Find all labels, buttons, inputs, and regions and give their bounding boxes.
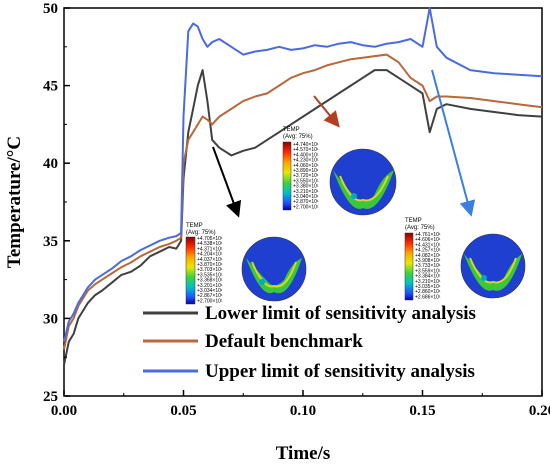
inset-colorbar-value: +3.535×10¹ — [197, 272, 223, 278]
inset-colorbar-value: +4.371×10¹ — [197, 246, 223, 252]
inset-colorbar-value: +3.733×10¹ — [415, 263, 441, 269]
inset-colorbar-value: +3.035×10¹ — [415, 284, 441, 290]
inset-colorbar-value: +3.384×10¹ — [415, 274, 441, 280]
inset-default-benchmark: TEMP (Avg: 75%) +4.740×10¹+4.570×10¹+4.4… — [282, 127, 397, 216]
svg-text:(Avg: 75%): (Avg: 75%) — [405, 225, 435, 231]
inset-colorbar-value: +3.201×10¹ — [197, 283, 223, 289]
series-line-1 — [63, 53, 543, 350]
inset-colorbar-value: +3.559×10¹ — [415, 268, 441, 274]
inset-lower-limit: TEMP (Avg: 75%) +4.705×10¹+4.538×10¹+4.3… — [185, 223, 307, 305]
inset-colorbar-value: +2.860×10¹ — [415, 289, 441, 295]
inset-lower-colorbar — [185, 236, 196, 305]
y-tick-label: 35 — [43, 234, 58, 250]
inset-colorbar-value: +3.034×10¹ — [197, 288, 223, 294]
inset-colorbar-value: +3.380×10¹ — [293, 184, 319, 190]
inset-colorbar-value: +2.686×10¹ — [415, 294, 441, 300]
legend-label-2: Upper limit of sensitivity analysis — [205, 361, 475, 382]
inset-colorbar-value: +3.210×10¹ — [293, 189, 319, 195]
inset-colorbar-value: +3.210×10¹ — [415, 279, 441, 285]
y-tick-label: 45 — [43, 79, 58, 95]
svg-text:(Avg: 75%): (Avg: 75%) — [186, 230, 216, 236]
inset-colorbar-value: +2.700×10¹ — [197, 298, 223, 304]
inset-colorbar-value: +4.570×10¹ — [293, 147, 319, 153]
y-tick-label: 50 — [43, 1, 58, 17]
legend-label-0: Lower limit of sensitivity analysis — [205, 303, 476, 324]
inset-colorbar-value: +3.908×10¹ — [415, 258, 441, 264]
inset-upper-contour-disc — [460, 233, 526, 299]
inset-colorbar-value: +4.705×10¹ — [197, 236, 223, 242]
inset-colorbar-value: +4.400×10¹ — [293, 152, 319, 158]
inset-colorbar-value: +4.037×10¹ — [197, 257, 223, 263]
arrow-upper-limit — [431, 69, 476, 217]
svg-text:TEMP: TEMP — [283, 127, 300, 133]
y-axis-title: Temperature/°C — [4, 136, 25, 268]
svg-text:TEMP: TEMP — [186, 223, 203, 229]
y-tick-label: 25 — [43, 389, 58, 405]
x-tick-label: 0.00 — [51, 403, 77, 419]
x-tick-label: 0.05 — [170, 403, 196, 419]
inset-colorbar-value: +4.606×10¹ — [415, 237, 441, 243]
x-tick-label: 0.20 — [529, 403, 550, 419]
series-line-0 — [63, 69, 543, 366]
x-tick-label: 0.15 — [409, 403, 435, 419]
tick-layer: 0.00 0.05 0.10 0.15 0.20 25 30 35 40 45 50 — [43, 1, 550, 419]
x-tick-label: 0.10 — [290, 403, 316, 419]
inset-colorbar-value: +3.890×10¹ — [293, 168, 319, 174]
inset-colorbar-value: +4.204×10¹ — [197, 252, 223, 258]
inset-colorbar-value: +4.431×10¹ — [415, 242, 441, 248]
inset-colorbar-value: +3.550×10¹ — [293, 178, 319, 184]
series-line-2 — [63, 7, 543, 342]
inset-colorbar-value: +2.867×10¹ — [197, 293, 223, 299]
inset-default-colorbar — [282, 141, 292, 211]
inset-colorbar-value: +4.761×10¹ — [415, 232, 441, 238]
inset-colorbar-value: +3.703×10¹ — [197, 267, 223, 273]
inset-default-contour-disc — [329, 148, 397, 216]
y-tick-label: 30 — [43, 311, 58, 327]
inset-colorbar-value: +4.257×10¹ — [415, 248, 441, 254]
legend-label-1: Default benchmark — [205, 331, 363, 352]
inset-colorbar-value: +2.870×10¹ — [293, 199, 319, 205]
inset-colorbar-value: +3.870×10¹ — [197, 262, 223, 268]
arrow-default-benchmark — [313, 95, 340, 128]
inset-colorbar-value: +4.082×10¹ — [415, 253, 441, 259]
inset-lower-contour-disc — [241, 236, 307, 302]
inset-colorbar-labels: +4.705×10¹+4.538×10¹+4.371×10¹+4.204×10¹… — [197, 236, 223, 304]
inset-colorbar-labels: +4.740×10¹+4.570×10¹+4.400×10¹+4.230×10¹… — [293, 142, 319, 210]
svg-text:TEMP: TEMP — [405, 218, 422, 224]
arrow-lower-limit — [212, 146, 242, 218]
x-axis-title: Time/s — [276, 443, 331, 464]
inset-colorbar-value: +4.060×10¹ — [293, 163, 319, 169]
inset-colorbar-value: +4.230×10¹ — [293, 158, 319, 164]
inset-colorbar-labels: +4.761×10¹+4.606×10¹+4.431×10¹+4.257×10¹… — [415, 232, 441, 300]
svg-text:(Avg: 75%): (Avg: 75%) — [283, 134, 313, 140]
inset-colorbar-value: +3.720×10¹ — [293, 173, 319, 179]
inset-colorbar-value: +3.040×10¹ — [293, 194, 319, 200]
inset-colorbar-value: +4.740×10¹ — [293, 142, 319, 148]
inset-upper-limit: TEMP (Avg: 75%) +4.761×10¹+4.606×10¹+4.4… — [404, 218, 526, 301]
inset-colorbar-value: +2.700×10¹ — [293, 204, 319, 210]
inset-upper-colorbar — [404, 232, 414, 301]
y-tick-label: 40 — [43, 156, 58, 172]
inset-colorbar-value: +4.538×10¹ — [197, 241, 223, 247]
series-layer — [63, 7, 543, 366]
inset-colorbar-value: +3.368×10¹ — [197, 278, 223, 284]
legend: Lower limit of sensitivity analysis Defau… — [143, 303, 476, 382]
